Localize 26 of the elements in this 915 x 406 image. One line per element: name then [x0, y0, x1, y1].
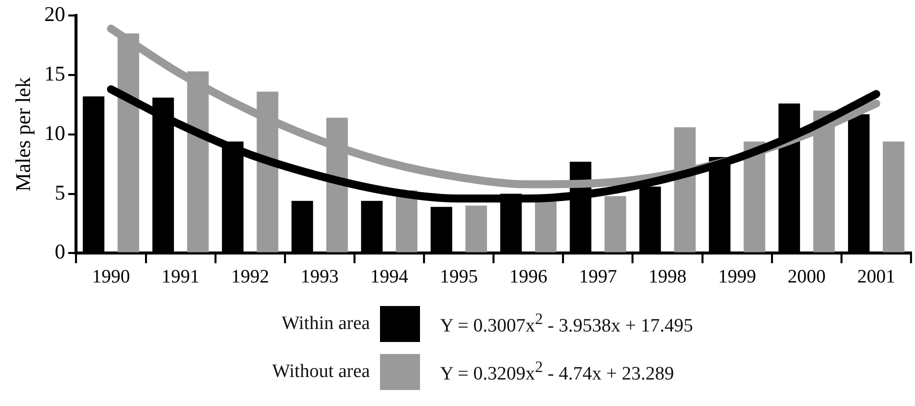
x-tick-label: 2001 — [857, 266, 896, 288]
x-tick-label: 1998 — [648, 266, 687, 288]
x-tick-label: 2000 — [788, 266, 826, 288]
x-tick-label: 1999 — [718, 266, 756, 288]
x-tick-label: 1997 — [578, 266, 617, 288]
legend-label: Without area — [271, 361, 370, 383]
bar — [604, 196, 626, 252]
y-tick-label: 20 — [44, 2, 66, 26]
y-tick-label: 10 — [44, 120, 66, 145]
x-tick-label: 1994 — [370, 266, 409, 288]
x-tick-label: 1995 — [440, 266, 478, 288]
bar — [534, 200, 557, 252]
y-tick-label: 15 — [44, 62, 66, 86]
bar — [465, 206, 487, 252]
bar — [882, 142, 904, 252]
text: Y = 0.3007x$^{2}$ - 3.9538x + 17.495 — [440, 310, 693, 338]
x-tick-label: 1992 — [231, 266, 270, 288]
y-tick-label: 5 — [54, 180, 66, 204]
legend-label: Within area — [280, 313, 370, 335]
x-tick-label: 1990 — [92, 266, 130, 288]
y-axis-title: Males per lek — [11, 76, 36, 192]
text: Y = 0.3209x$^{2}$ - 4.74x + 23.289 — [440, 358, 674, 386]
x-tick-label: 1991 — [162, 266, 200, 288]
y-tick-label: 0 — [54, 240, 66, 264]
x-tick-label: 1996 — [509, 266, 548, 288]
x-tick-label: 1993 — [300, 266, 339, 288]
